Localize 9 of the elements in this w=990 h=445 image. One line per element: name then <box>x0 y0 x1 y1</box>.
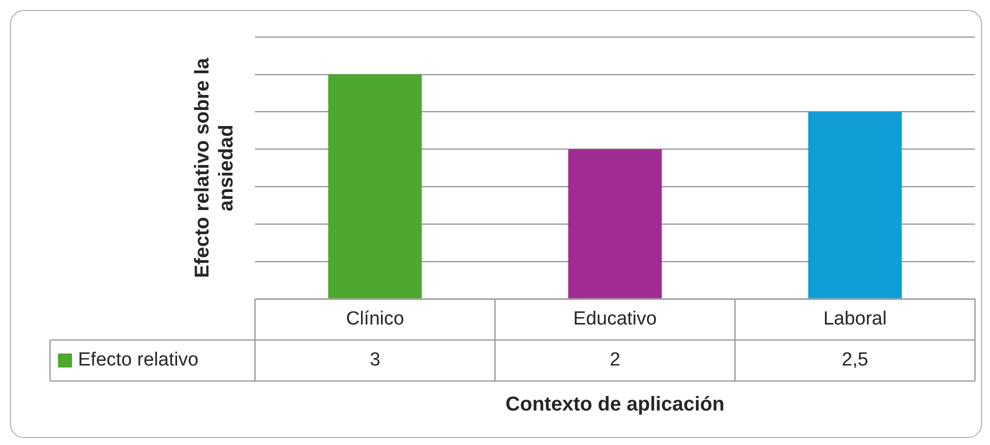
x-tick-label: Laboral <box>823 308 887 330</box>
legend-label: Efecto relativo <box>78 350 198 371</box>
x-axis-title: Contexto de aplicación <box>506 394 724 416</box>
data-label: 2 <box>610 350 620 371</box>
x-tick-label: Educativo <box>573 308 657 330</box>
x-tick-label: Clínico <box>346 308 404 330</box>
y-axis-title: Efecto relativo sobre la ansiedad <box>192 57 238 278</box>
data-label: 3 <box>370 350 380 371</box>
data-label: 2,5 <box>842 350 868 371</box>
